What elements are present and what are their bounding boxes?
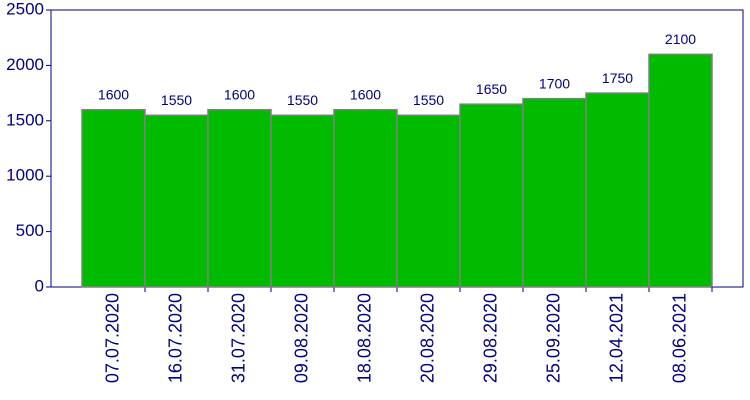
value-label: 1750 [602,70,633,86]
y-tick-label: 0 [35,276,44,295]
x-tick-label: 16.07.2020 [165,293,185,383]
y-tick-label: 1500 [6,110,44,129]
bar [396,114,461,288]
value-label: 2100 [665,31,696,47]
y-tick-label: 2000 [6,55,44,74]
x-tick-label: 12.04.2021 [606,293,626,383]
bar [648,53,713,288]
value-label: 1550 [413,92,444,108]
bar [207,108,272,288]
x-tick-label: 07.07.2020 [102,293,122,383]
y-tick-label: 1000 [6,166,44,185]
x-tick-label: 29.08.2020 [480,293,500,383]
x-tick-label: 18.08.2020 [354,293,374,383]
x-tick-label: 09.08.2020 [291,293,311,383]
value-label: 1550 [161,92,192,108]
bar [81,108,146,288]
x-tick-label: 08.06.2021 [669,293,689,383]
y-tick-label: 2500 [6,0,44,18]
value-label: 1600 [350,86,381,102]
value-label: 1650 [476,81,507,97]
bar [585,92,650,288]
bar [144,114,209,288]
bar [459,103,524,288]
bar [522,97,587,288]
value-label: 1600 [98,86,129,102]
bar [333,108,398,288]
x-tick-label: 20.08.2020 [417,293,437,383]
value-label: 1550 [287,92,318,108]
x-tick-label: 31.07.2020 [228,293,248,383]
y-tick-label: 500 [16,221,44,240]
value-label: 1700 [539,75,570,91]
value-label: 1600 [224,86,255,102]
bar [270,114,335,288]
x-tick-label: 25.09.2020 [543,293,563,383]
